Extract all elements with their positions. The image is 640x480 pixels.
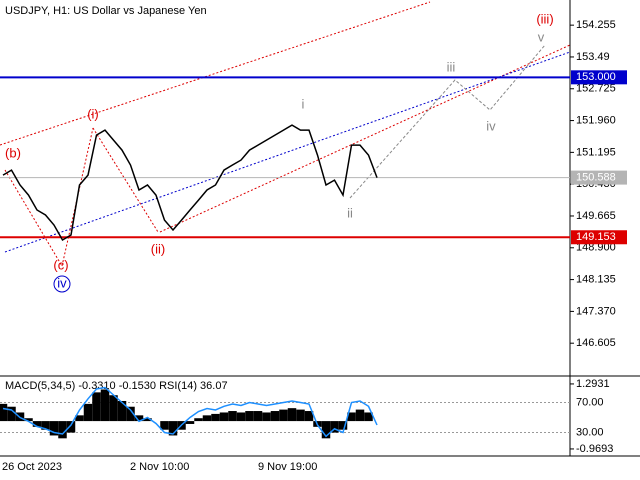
histogram-bar (262, 412, 271, 422)
level-box (571, 170, 627, 185)
level-box (571, 70, 627, 85)
y2-tick-label: 70.00 (576, 396, 604, 408)
histogram-bar (347, 412, 356, 422)
wave-label: (b) (5, 145, 21, 160)
histogram-bar (296, 409, 305, 422)
wave-label: iv (57, 275, 67, 290)
x-tick-label: 9 Nov 19:00 (258, 461, 317, 473)
indicator-title: MACD(5,34,5) -0.3310 -0.1530 RSI(14) 36.… (5, 380, 228, 392)
histogram-bar (287, 408, 297, 422)
y2-tick-label: 30.00 (576, 426, 604, 438)
histogram-bar (364, 412, 373, 422)
level-box (571, 230, 627, 245)
histogram-bar (185, 421, 195, 424)
histogram-bar (279, 409, 288, 422)
histogram-bar (253, 411, 263, 422)
wave-label: iv (486, 118, 496, 133)
y-tick-label: 152.725 (576, 83, 616, 95)
histogram-bar (194, 418, 203, 422)
histogram-bar (304, 411, 314, 422)
price-line (2, 124, 378, 242)
histogram-bar (330, 421, 339, 433)
y-tick-label: 146.605 (576, 337, 616, 349)
histogram-bar (126, 406, 135, 422)
y-tick-label: 1.2931 (576, 378, 610, 390)
histogram-bar (160, 421, 169, 430)
histogram-bar (236, 412, 246, 422)
wave-label: (i) (87, 106, 99, 121)
histogram-bar (202, 415, 212, 422)
histogram-bar (270, 411, 280, 422)
y-tick-label: -0.9693 (576, 443, 613, 455)
price-line (2, 386, 378, 438)
wave-label: v (538, 29, 545, 44)
histogram-bar (24, 418, 33, 422)
x-tick-label: 26 Oct 2023 (2, 461, 62, 473)
wave-label: (iii) (536, 11, 553, 26)
level-label: 149.153 (576, 231, 616, 243)
histogram-bar (49, 421, 59, 436)
histogram-bar (32, 421, 42, 427)
wave-label: ii (347, 205, 353, 220)
level-label: 153.000 (576, 71, 616, 83)
y-tick-label: 153.49 (576, 51, 610, 63)
wave-label: iii (447, 59, 456, 74)
histogram-bar (228, 411, 237, 422)
histogram-bar (219, 412, 229, 422)
histogram-bar (143, 418, 152, 422)
wave-label: (ii) (151, 241, 165, 256)
histogram-bar (75, 415, 84, 422)
level-label: 150.588 (576, 172, 616, 184)
x-tick-label: 2 Nov 10:00 (130, 461, 189, 473)
wave-path (4, 169, 63, 267)
channel-line (0, 1, 431, 146)
wave-label: i (302, 96, 305, 111)
y-tick-label: 151.195 (576, 146, 616, 158)
wave-path (92, 127, 159, 233)
chart-title: USDJPY, H1: US Dollar vs Japanese Yen (5, 5, 207, 17)
wave-circle (53, 275, 71, 293)
y-tick-label: 147.370 (576, 305, 616, 317)
histogram-bar (83, 403, 93, 422)
wave-label: (c) (53, 257, 68, 272)
y-tick-label: 154.255 (576, 19, 616, 31)
histogram-bar (100, 389, 110, 422)
y-tick-label: 148.135 (576, 273, 616, 285)
y-tick-label: 148.900 (576, 242, 616, 254)
histogram-bar (355, 409, 365, 422)
histogram-bar (168, 421, 178, 436)
histogram-bar (321, 421, 331, 439)
y-tick-label: 149.665 (576, 210, 616, 222)
histogram-bar (58, 421, 67, 439)
histogram-bar (117, 400, 127, 422)
histogram-bar (338, 421, 348, 430)
histogram-bar (245, 411, 254, 422)
channel-line (159, 44, 571, 233)
histogram-bar (0, 403, 8, 422)
histogram-bar (109, 395, 118, 422)
histogram-bar (41, 421, 50, 430)
histogram-bar (92, 392, 101, 422)
histogram-bar (134, 415, 144, 422)
histogram-bar (7, 406, 16, 422)
histogram-bar (66, 421, 76, 433)
y-tick-label: 151.960 (576, 114, 616, 126)
wave-path (61, 127, 94, 267)
histogram-bar (211, 413, 220, 422)
